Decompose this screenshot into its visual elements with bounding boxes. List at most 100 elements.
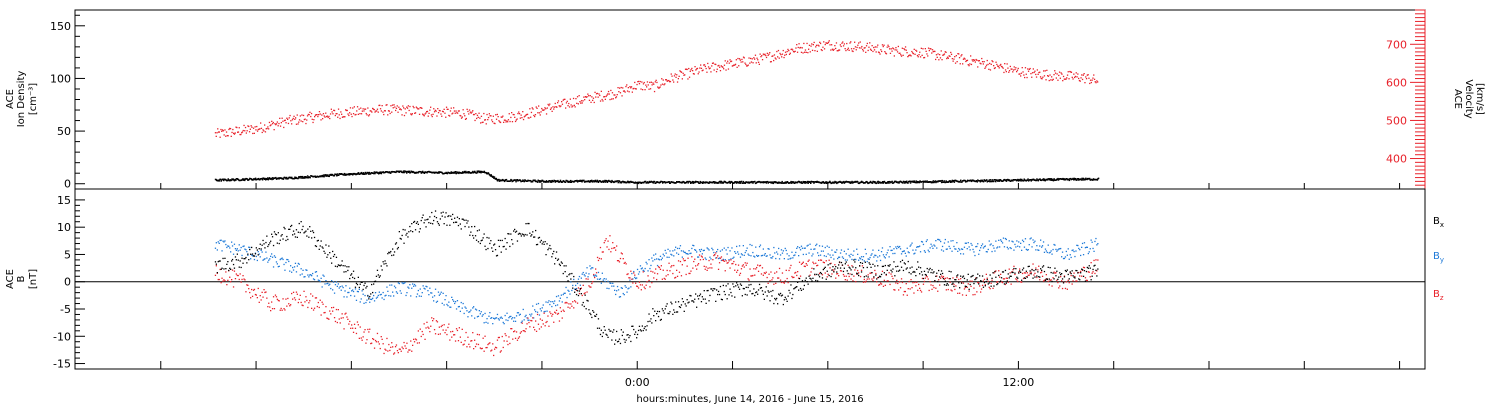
- bz-series-point: [244, 279, 246, 281]
- by-series-point: [835, 251, 837, 253]
- bz-series-point: [579, 288, 581, 291]
- bz-series-point: [992, 287, 994, 289]
- density-series-point: [472, 170, 474, 173]
- velocity-series-point: [345, 109, 347, 111]
- bz-series-point: [1069, 272, 1071, 274]
- velocity-series-point: [628, 91, 630, 93]
- by-series-point: [522, 308, 524, 311]
- density-series-point: [516, 179, 518, 181]
- density-series-point: [1047, 179, 1049, 181]
- by-series-point: [869, 256, 871, 259]
- by-series-point: [408, 287, 410, 289]
- bx-series-point: [474, 235, 477, 237]
- by-series-point: [339, 286, 341, 288]
- bx-series-point: [555, 251, 558, 253]
- velocity-series-point: [774, 57, 776, 59]
- density-series-point: [503, 179, 505, 181]
- by-series-point: [880, 251, 883, 253]
- bx-series-point: [611, 339, 613, 341]
- by-series-point: [383, 298, 385, 301]
- density-series-point: [919, 180, 921, 182]
- by-series-point: [1001, 242, 1004, 244]
- by-series-point: [358, 288, 360, 290]
- density-series-point: [681, 181, 684, 184]
- by-series-point: [413, 285, 415, 287]
- bz-series-point: [660, 265, 662, 267]
- density-series-point: [306, 175, 309, 177]
- bz-series-point: [609, 235, 611, 237]
- bx-series-point: [544, 241, 546, 243]
- by-series-point: [229, 247, 231, 249]
- velocity-series-point: [387, 114, 389, 116]
- bz-series-point: [869, 272, 871, 274]
- bz-series-point: [810, 271, 812, 273]
- by-series-point: [942, 250, 945, 252]
- velocity-series-point: [472, 113, 475, 116]
- by-series-point: [587, 276, 589, 278]
- velocity-series-point: [395, 109, 397, 112]
- density-series-point: [548, 180, 551, 182]
- velocity-series-point: [629, 86, 631, 88]
- by-series-point: [278, 265, 280, 267]
- bz-series-point: [467, 336, 469, 338]
- bx-series-point: [310, 230, 312, 232]
- velocity-series-point: [508, 113, 510, 115]
- velocity-series-point: [1042, 76, 1044, 78]
- density-series-point: [686, 180, 689, 183]
- velocity-series-point: [497, 116, 499, 118]
- velocity-series-point: [914, 53, 916, 55]
- velocity-series-point: [456, 112, 458, 114]
- density-series-point: [860, 181, 862, 184]
- by-series-point: [729, 250, 731, 252]
- velocity-series-point: [784, 51, 787, 53]
- bz-series-point: [314, 297, 317, 299]
- density-series-point: [483, 170, 485, 173]
- velocity-series-point: [1093, 74, 1095, 76]
- by-series-point: [1034, 240, 1036, 242]
- velocity-series-point: [349, 107, 352, 109]
- velocity-series-point: [885, 53, 888, 55]
- bz-series-point: [995, 270, 997, 272]
- velocity-series-point: [863, 47, 865, 49]
- density-series-point: [1042, 178, 1045, 180]
- density-series-point: [932, 180, 935, 182]
- velocity-series-point: [257, 128, 259, 131]
- velocity-series-point: [890, 48, 892, 50]
- velocity-series-point: [244, 126, 247, 129]
- density-series-point: [243, 178, 245, 180]
- bx-series-point: [293, 233, 296, 235]
- density-series-point: [694, 181, 696, 184]
- bz-series-point: [264, 291, 266, 294]
- bz-series-point: [748, 279, 750, 281]
- velocity-series-point: [522, 111, 524, 113]
- velocity-series-point: [662, 79, 664, 81]
- velocity-series-point: [466, 108, 468, 110]
- velocity-series-point: [995, 61, 997, 63]
- velocity-series-point: [615, 97, 617, 99]
- bz-series-point: [275, 296, 278, 298]
- bx-series-point: [407, 236, 409, 238]
- bz-series-point: [718, 262, 721, 264]
- by-series-point: [924, 251, 926, 253]
- density-series-point: [463, 171, 465, 174]
- by-series-point: [557, 295, 560, 297]
- bz-series-point: [443, 324, 445, 326]
- by-series-point: [858, 259, 860, 261]
- bz-series-point: [864, 281, 866, 283]
- bz-series-point: [491, 349, 493, 351]
- velocity-series-point: [848, 49, 850, 51]
- by-series-point: [897, 245, 899, 248]
- bz-series-point: [1082, 266, 1085, 268]
- velocity-series-point: [259, 128, 261, 130]
- velocity-series-point: [801, 47, 803, 49]
- bz-series-point: [398, 348, 400, 350]
- by-series-point: [566, 296, 568, 299]
- bz-series-point: [753, 268, 755, 270]
- by-series-point: [271, 253, 273, 255]
- bz-series-point: [289, 305, 291, 307]
- velocity-series-point: [352, 107, 354, 109]
- density-series-point: [300, 176, 302, 178]
- velocity-series-point: [932, 51, 934, 53]
- density-series-point: [1075, 178, 1077, 180]
- density-series-point: [482, 171, 485, 173]
